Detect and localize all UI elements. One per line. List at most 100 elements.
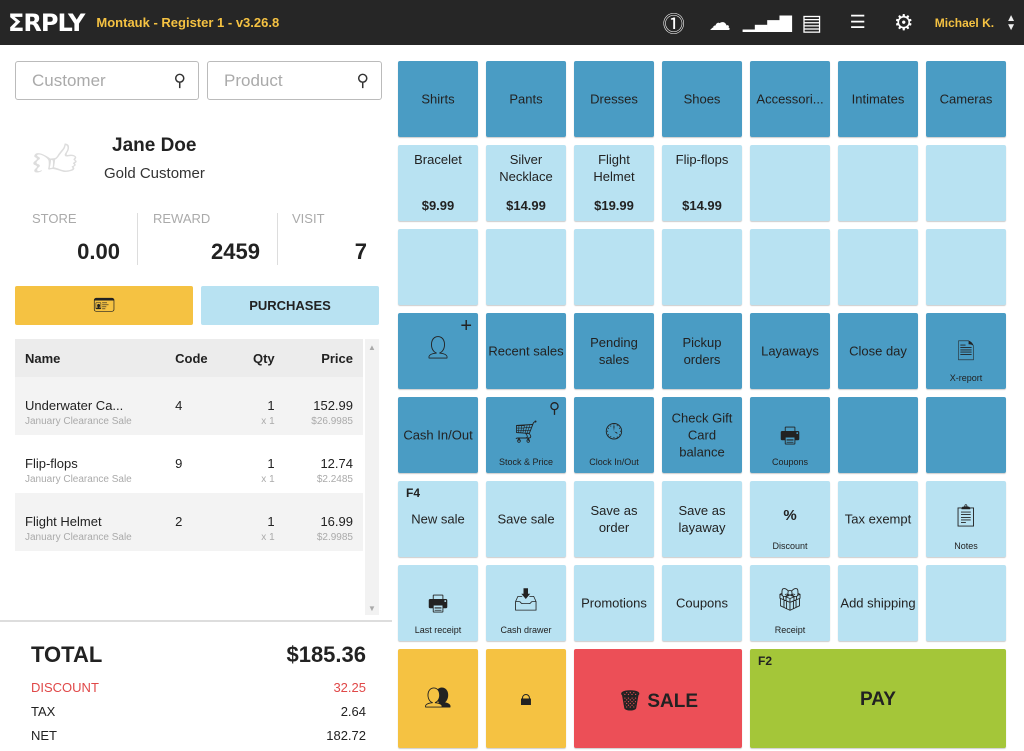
tile-shirts[interactable]: Shirts xyxy=(398,61,478,137)
trash-icon: 🗑︎ xyxy=(617,691,643,712)
tile-flip-flops[interactable]: Flip-flops $14.99 xyxy=(662,145,742,221)
tile-receipt[interactable]: 🎁︎ Receipt xyxy=(750,565,830,641)
tile-empty[interactable] xyxy=(926,397,1006,473)
item-code: 4 xyxy=(165,377,232,413)
tax-label: TAX xyxy=(31,704,56,719)
tile-empty[interactable] xyxy=(838,145,918,221)
tile-x-report[interactable]: 🗎 X-report xyxy=(926,313,1006,389)
tile-stock-price[interactable]: 🛒︎ ⚲ Stock & Price xyxy=(486,397,566,473)
user-menu[interactable]: Michael K. xyxy=(934,15,995,30)
tile-check-gift-card-balance[interactable]: Check Gift Card balance xyxy=(662,397,742,473)
tile-discount[interactable]: % Discount xyxy=(750,481,830,557)
pay-button[interactable]: F2 PAY xyxy=(750,649,1006,748)
tile-tax-exempt[interactable]: Tax exempt xyxy=(838,481,918,557)
tile-intimates[interactable]: Intimates xyxy=(838,61,918,137)
tile-coupons[interactable]: 🖶 Coupons xyxy=(750,397,830,473)
tile-caption: Cash drawer xyxy=(500,625,552,635)
cart-row[interactable]: Underwater Ca... 4 1 152.99 xyxy=(15,377,363,413)
tile-bracelet[interactable]: Bracelet $9.99 xyxy=(398,145,478,221)
stat-reward: REWARD 2459 xyxy=(153,211,260,264)
tile-empty[interactable] xyxy=(486,229,566,305)
tile-cash-in-out[interactable]: Cash In/Out xyxy=(398,397,478,473)
tile-pants[interactable]: Pants xyxy=(486,61,566,137)
users-icon: 👥︎ xyxy=(424,685,452,710)
chevron-updown-icon[interactable]: ▲ ▼ xyxy=(1006,12,1016,33)
thumbs-up-icon: 👍︎ xyxy=(32,137,78,186)
product-name: Bracelet xyxy=(414,152,462,167)
tile-empty[interactable]: 👤︎ + xyxy=(398,313,478,389)
tile-close-day[interactable]: Close day xyxy=(838,313,918,389)
customer-name: Jane Doe xyxy=(112,135,197,156)
search-icon[interactable]: ⚲ xyxy=(173,70,186,90)
tile-pickup-orders[interactable]: Pickup orders xyxy=(662,313,742,389)
search-icon[interactable]: ⚲ xyxy=(356,70,369,90)
tile-label: Pending sales xyxy=(590,335,638,367)
tile-empty[interactable] xyxy=(750,145,830,221)
sale-button[interactable]: 🗑︎ SALE xyxy=(574,649,742,748)
cloud-icon[interactable]: ☁ xyxy=(708,9,731,35)
tile-empty[interactable] xyxy=(926,145,1006,221)
gift-icon: 🎁︎ xyxy=(776,587,804,612)
tile-empty[interactable] xyxy=(398,229,478,305)
tile-label: Shirts xyxy=(421,91,455,107)
top-bar: ΣRPLY Montauk - Register 1 - v3.26.8 ⓵ ☁… xyxy=(0,0,1024,45)
lock-button[interactable]: 🔒︎ xyxy=(486,649,566,748)
product-name: Flight Helmet xyxy=(593,152,635,184)
item-qty: 1 xyxy=(231,493,285,529)
discount-value: 32.25 xyxy=(333,680,366,695)
tile-label: New sale xyxy=(411,511,465,527)
product-price: $9.99 xyxy=(421,198,455,213)
tile-notes[interactable]: 📋︎ Notes xyxy=(926,481,1006,557)
tile-coupons[interactable]: Coupons xyxy=(662,565,742,641)
signal-icon[interactable]: ▁▃▅▇ xyxy=(742,14,792,32)
logo: ΣRPLY xyxy=(8,8,85,37)
cart-table: Name Code Qty Price Underwater Ca... 4 1 15… xyxy=(15,339,363,551)
tile-empty[interactable] xyxy=(838,397,918,473)
cart-scrollbar[interactable]: ▲ ▼ xyxy=(365,339,379,615)
customer-search-input[interactable]: Customer ⚲ xyxy=(15,61,199,100)
tile-layaways[interactable]: Layaways xyxy=(750,313,830,389)
tile-empty[interactable] xyxy=(926,229,1006,305)
drawer-icon: 📥︎ xyxy=(512,587,540,612)
product-search-input[interactable]: Product ⚲ xyxy=(207,61,382,100)
tile-add-shipping[interactable]: Add shipping xyxy=(838,565,918,641)
tile-pending-sales[interactable]: Pending sales xyxy=(574,313,654,389)
cart-row[interactable]: Flip-flops 9 1 12.74 xyxy=(15,435,363,471)
tile-silver-necklace[interactable]: Silver Necklace $14.99 xyxy=(486,145,566,221)
tile-empty[interactable] xyxy=(926,565,1006,641)
tile-empty[interactable] xyxy=(574,229,654,305)
tile-shoes[interactable]: Shoes xyxy=(662,61,742,137)
lock-icon: 🔒︎ xyxy=(520,685,532,710)
tile-save-sale[interactable]: Save sale xyxy=(486,481,566,557)
gear-icon[interactable]: ⚙ xyxy=(893,9,914,35)
tile-accessori[interactable]: Accessori... xyxy=(750,61,830,137)
tile-empty[interactable] xyxy=(662,229,742,305)
list-icon[interactable]: ☰ xyxy=(849,12,866,32)
tile-dresses[interactable]: Dresses xyxy=(574,61,654,137)
tile-flight-helmet[interactable]: Flight Helmet $19.99 xyxy=(574,145,654,221)
purchases-button[interactable]: PURCHASES xyxy=(201,286,379,325)
tile-new-sale[interactable]: F4 New sale xyxy=(398,481,478,557)
item-code: 2 xyxy=(165,493,232,529)
tile-empty[interactable] xyxy=(838,229,918,305)
tile-save-as-order[interactable]: Save as order xyxy=(574,481,654,557)
tile-caption: Stock & Price xyxy=(498,457,554,467)
customer-card-button[interactable]: 🪪︎ xyxy=(15,286,193,325)
tile-clock-in-out[interactable]: 🕓︎ Clock In/Out xyxy=(574,397,654,473)
totals: TOTAL $185.36 DISCOUNT 32.25 TAX 2.64 NET 18… xyxy=(0,620,392,751)
tile-cash-drawer[interactable]: 📥︎ Cash drawer xyxy=(486,565,566,641)
archive-icon[interactable]: ▤ xyxy=(801,9,823,35)
tile-caption: Clock In/Out xyxy=(589,457,639,467)
tile-recent-sales[interactable]: Recent sales xyxy=(486,313,566,389)
alert-icon[interactable]: ⓵ xyxy=(662,11,685,37)
tile-empty[interactable] xyxy=(750,229,830,305)
tile-promotions[interactable]: Promotions xyxy=(574,565,654,641)
tile-label: Dresses xyxy=(590,91,638,107)
tile-cameras[interactable]: Cameras xyxy=(926,61,1006,137)
tile-save-as-layaway[interactable]: Save as layaway xyxy=(662,481,742,557)
customers-button[interactable]: 👥︎ xyxy=(398,649,478,748)
cart-row[interactable]: Flight Helmet 2 1 16.99 xyxy=(15,493,363,529)
pay-label: PAY xyxy=(860,689,896,710)
tax-value: 2.64 xyxy=(340,704,366,719)
tile-last-receipt[interactable]: 🖶 Last receipt xyxy=(398,565,478,641)
